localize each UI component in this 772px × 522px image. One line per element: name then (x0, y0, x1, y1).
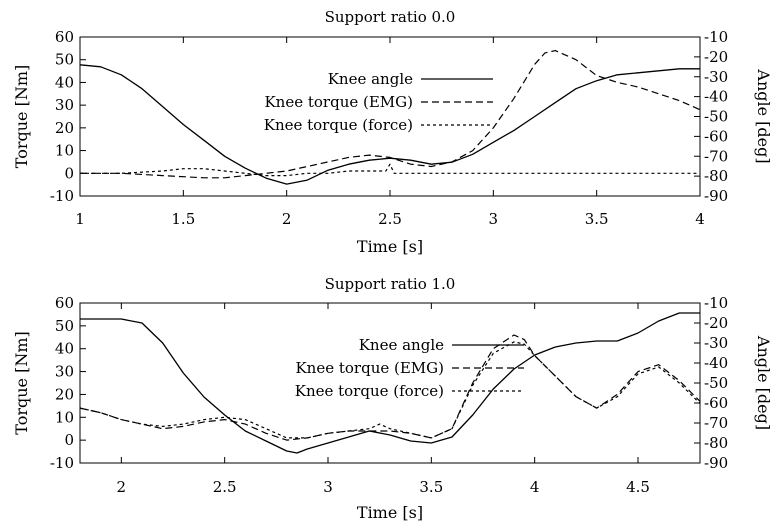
y-right-tick-label: -30 (704, 68, 728, 86)
y-left-tick-label: 30 (55, 363, 74, 381)
x-axis-label: Time [s] (357, 237, 423, 256)
y-right-tick-label: -90 (704, 454, 728, 472)
x-tick-label: 2.5 (378, 210, 402, 228)
series-line-2 (80, 334, 700, 441)
y-left-tick-label: 20 (55, 119, 74, 137)
y-right-tick-label: -60 (704, 127, 728, 145)
x-tick-label: 2.5 (213, 478, 237, 496)
y-left-tick-label: 0 (64, 431, 74, 449)
legend-label: Knee torque (force) (264, 116, 413, 134)
y-left-tick-label: 10 (55, 142, 74, 160)
y-left-tick-label: 10 (55, 408, 74, 426)
y-right-tick-label: -70 (704, 414, 728, 432)
y-right-tick-label: -10 (704, 28, 728, 46)
x-tick-label: 3.5 (585, 210, 609, 228)
series-line-1 (80, 312, 700, 454)
y-right-tick-label: -50 (704, 108, 728, 126)
y-left-axis-label: Torque [Nm] (12, 65, 31, 168)
x-axis-label: Time [s] (357, 503, 423, 522)
legend-label: Knee angle (359, 336, 444, 354)
x-tick-label: 2 (282, 210, 292, 228)
x-tick-label: 4.5 (626, 478, 650, 496)
legend-label: Knee angle (328, 70, 413, 88)
chart-title: Support ratio 1.0 (325, 275, 456, 293)
y-right-tick-label: -70 (704, 147, 728, 165)
series-line-2 (80, 49, 700, 179)
y-right-tick-label: -10 (704, 294, 728, 312)
legend-label: Knee torque (force) (295, 382, 444, 400)
x-tick-label: 1.5 (171, 210, 195, 228)
y-left-tick-label: -10 (50, 454, 74, 472)
series-line-3 (80, 163, 700, 177)
y-left-tick-label: 40 (55, 340, 74, 358)
y-left-tick-label: 50 (55, 51, 74, 69)
y-left-tick-label: 60 (55, 294, 74, 312)
y-left-tick-label: 40 (55, 73, 74, 91)
x-tick-label: 3 (323, 478, 333, 496)
chart-panel-top: Support ratio 0.0 1 1.5 2 2.5 3 3.5 4 -10 0 10 20 30… (12, 8, 772, 256)
y-left-axis-label: Torque [Nm] (12, 331, 31, 434)
series-line-1 (80, 64, 700, 185)
series-line-3 (80, 341, 700, 439)
x-tick-label: 4 (695, 210, 705, 228)
y-right-tick-label: -40 (704, 354, 728, 372)
legend-label: Knee torque (EMG) (295, 359, 444, 377)
y-right-tick-label: -50 (704, 374, 728, 392)
y-right-axis-label: Angle [deg] (754, 68, 772, 163)
y-left-tick-label: 60 (55, 28, 74, 46)
y-left-tick-label: 20 (55, 385, 74, 403)
y-right-tick-label: -20 (704, 314, 728, 332)
chart-panel-bottom: Support ratio 1.0 2 2.5 3 3.5 4 4.5 -10 0 10 20 30 4… (12, 275, 772, 522)
y-right-tick-label: -40 (704, 88, 728, 106)
y-right-tick-label: -30 (704, 334, 728, 352)
y-right-tick-label: -20 (704, 48, 728, 66)
y-left-tick-label: 30 (55, 96, 74, 114)
x-tick-label: 3.5 (419, 478, 443, 496)
x-tick-label: 3 (489, 210, 499, 228)
y-right-tick-label: -80 (704, 167, 728, 185)
y-left-tick-label: -10 (50, 187, 74, 205)
x-tick-label: 4 (530, 478, 540, 496)
x-tick-label: 2 (117, 478, 127, 496)
legend-label: Knee torque (EMG) (264, 93, 413, 111)
y-left-tick-label: 0 (64, 164, 74, 182)
chart-title: Support ratio 0.0 (325, 8, 456, 26)
x-tick-label: 1 (75, 210, 85, 228)
y-right-axis-label: Angle [deg] (754, 335, 772, 430)
y-left-tick-label: 50 (55, 317, 74, 335)
y-right-tick-label: -60 (704, 394, 728, 412)
y-right-tick-label: -80 (704, 434, 728, 452)
y-right-tick-label: -90 (704, 187, 728, 205)
